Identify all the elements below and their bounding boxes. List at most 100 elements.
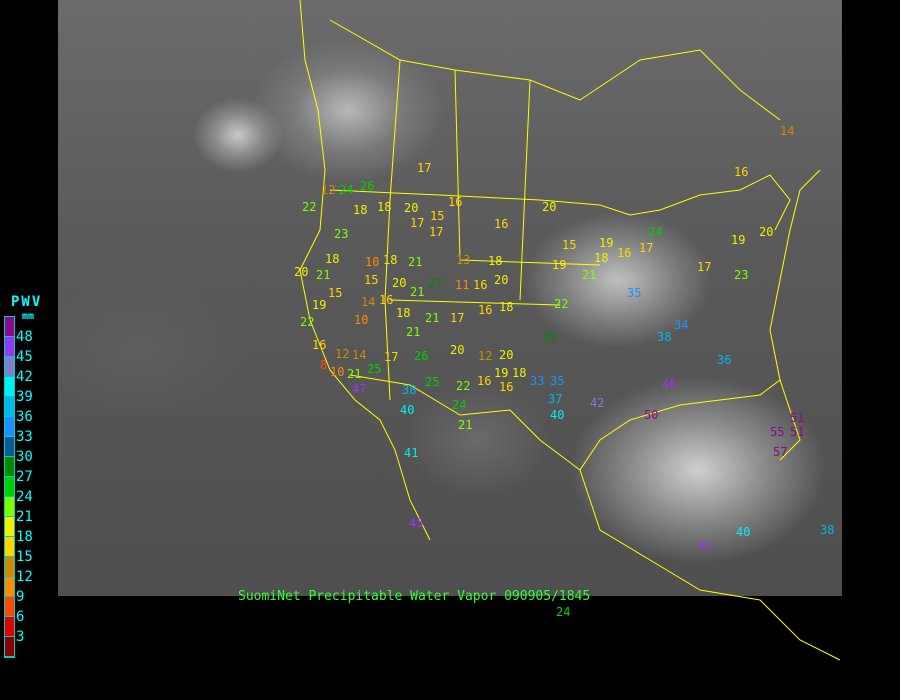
atlantic-coastline (769, 169, 821, 381)
station-value: 17 (384, 350, 399, 364)
station-value: 46 (662, 377, 677, 391)
station-value: 42 (590, 396, 605, 410)
station-value: 55 (770, 425, 785, 439)
station-value: 50 (644, 408, 659, 422)
legend-label: 39 (16, 389, 33, 405)
station-value: 21 (582, 268, 597, 282)
station-value: 20 (499, 348, 514, 362)
gulf-coastline (579, 379, 801, 471)
station-value: 15 (562, 238, 577, 252)
legend-label: 48 (16, 329, 33, 345)
legend-label: 3 (16, 629, 25, 645)
station-value: 24 (556, 605, 571, 619)
legend-swatch (5, 357, 14, 377)
station-value: 57 (773, 445, 788, 459)
station-value: 20 (759, 225, 774, 239)
station-value: 15 (328, 286, 343, 300)
station-value: 19 (731, 233, 746, 247)
satellite-image (58, 0, 842, 596)
station-value: 22 (302, 200, 317, 214)
legend-swatch (5, 617, 14, 637)
station-value: 16 (473, 278, 488, 292)
station-value: 33 (530, 374, 545, 388)
station-value: 18 (383, 253, 398, 267)
station-value: 47 (352, 382, 367, 396)
station-value: 17 (639, 241, 654, 255)
station-value: 24 (452, 398, 467, 412)
station-value: 10 (365, 255, 380, 269)
station-value: 41 (404, 446, 419, 460)
station-value: 26 (360, 179, 375, 193)
station-value: 8 (320, 358, 328, 372)
station-value: 12 (478, 349, 493, 363)
legend-title: PWV (11, 294, 43, 310)
station-value: 51 (790, 425, 805, 439)
station-value: 18 (512, 366, 527, 380)
station-value: 10 (354, 313, 369, 327)
station-value: 21 (410, 285, 425, 299)
legend-swatch (5, 517, 14, 537)
station-value: 16 (734, 165, 749, 179)
station-value: 19 (599, 236, 614, 250)
legend-label: 18 (16, 529, 33, 545)
legend-label: 33 (16, 429, 33, 445)
station-value: 17 (450, 311, 465, 325)
station-value: 18 (353, 203, 368, 217)
station-value: 17 (410, 216, 425, 230)
legend-label: 45 (16, 349, 33, 365)
station-value: 18 (499, 300, 514, 314)
canada-provinces (329, 19, 781, 121)
legend-swatch (5, 577, 14, 597)
station-value: 16 (448, 195, 463, 209)
station-value: 45 (409, 516, 424, 530)
legend-swatch (5, 417, 14, 437)
station-value: 23 (334, 227, 349, 241)
legend-label: 21 (16, 509, 33, 525)
legend-swatch (5, 537, 14, 557)
station-value: 15 (364, 273, 379, 287)
station-value: 36 (717, 353, 732, 367)
station-value: 45 (698, 539, 713, 553)
station-value: 16 (478, 303, 493, 317)
station-value: 11 (455, 278, 470, 292)
station-value: 14 (352, 348, 367, 362)
legend-color-bar (4, 316, 15, 658)
legend-swatch (5, 437, 14, 457)
station-value: 22 (300, 315, 315, 329)
station-value: 40 (400, 403, 415, 417)
station-value: 24 (339, 183, 354, 197)
station-value: 23 (734, 268, 749, 282)
station-value: 14 (361, 295, 376, 309)
station-value: 20 (404, 201, 419, 215)
legend-swatch (5, 457, 14, 477)
station-value: 21 (347, 367, 362, 381)
station-value: 21 (316, 268, 331, 282)
station-value: 13 (456, 253, 471, 267)
station-value: 18 (377, 200, 392, 214)
station-value: 26 (414, 349, 429, 363)
station-value: 20 (450, 343, 465, 357)
legend-swatch (5, 637, 14, 657)
station-value: 51 (790, 411, 805, 425)
legend-label: 27 (16, 469, 33, 485)
station-value: 19 (552, 258, 567, 272)
pacific-coastline (299, 0, 431, 541)
station-value: 35 (627, 286, 642, 300)
station-value: 20 (294, 265, 309, 279)
legend-label: 9 (16, 589, 25, 605)
station-value: 29 (542, 330, 557, 344)
station-value: 10 (330, 365, 345, 379)
station-value: 17 (417, 161, 432, 175)
station-value: 14 (780, 124, 795, 138)
station-value: 22 (554, 297, 569, 311)
legend-swatch (5, 337, 14, 357)
station-value: 16 (494, 217, 509, 231)
station-value: 17 (429, 225, 444, 239)
legend-label: 12 (16, 569, 33, 585)
station-value: 12 (335, 347, 350, 361)
station-value: 16 (499, 380, 514, 394)
legend-label: 15 (16, 549, 33, 565)
pwv-legend: PWV mm 48 45 42 39 36 33 30 27 24 21 18 15 12 9 6 3 (0, 292, 60, 672)
station-value: 18 (396, 306, 411, 320)
station-value: 19 (494, 366, 509, 380)
